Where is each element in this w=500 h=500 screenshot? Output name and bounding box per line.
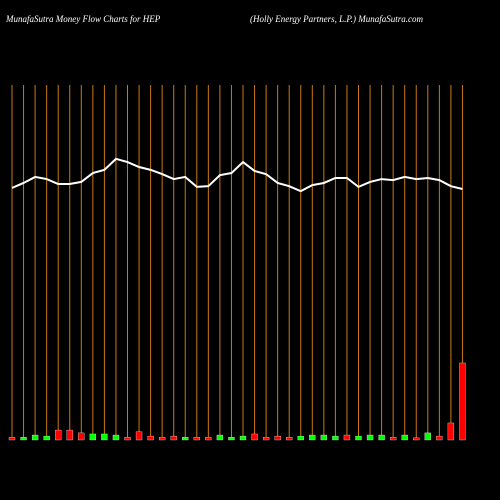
- flow-bar: [332, 435, 339, 441]
- flow-bar: [55, 429, 62, 441]
- flow-bar: [309, 434, 316, 441]
- flow-bar: [66, 429, 73, 441]
- flow-bar: [124, 437, 131, 441]
- price-line: [11, 157, 463, 193]
- flow-bar: [182, 437, 189, 441]
- flow-bar: [158, 437, 166, 441]
- chart-subtitle: (Holly Energy Partners, L.P.) MunafaSutr…: [250, 14, 423, 24]
- flow-bar: [8, 437, 16, 441]
- flow-bar: [31, 434, 39, 441]
- flow-bar: [424, 432, 431, 441]
- flow-bar: [147, 435, 154, 441]
- flow-bar: [216, 434, 224, 441]
- flow-bar: [43, 435, 50, 441]
- flow-bar: [413, 437, 420, 441]
- flow-bar: [343, 434, 351, 441]
- flow-bar: [274, 435, 281, 441]
- flow-bar: [170, 435, 177, 441]
- flow-bar: [239, 435, 247, 441]
- flow-bar: [193, 437, 200, 441]
- flow-bar: [320, 434, 328, 441]
- flow-bar: [286, 437, 293, 441]
- flow-bar: [389, 437, 397, 441]
- flow-bar: [436, 435, 443, 441]
- chart-title: MunafaSutra Money Flow Charts for HEP: [5, 14, 161, 24]
- flow-bar: [135, 431, 143, 441]
- flow-bar: [78, 432, 85, 441]
- flow-bar: [378, 434, 385, 441]
- flow-bar: [447, 422, 455, 441]
- flow-bar: [355, 435, 362, 441]
- flow-bar: [251, 433, 258, 441]
- flow-bar: [262, 437, 270, 441]
- flow-bar: [228, 437, 235, 441]
- flow-bar: [297, 435, 304, 441]
- flow-bar: [205, 437, 212, 441]
- flow-bar: [401, 434, 408, 441]
- flow-bar: [101, 433, 108, 441]
- flow-bar: [20, 437, 27, 441]
- flow-bar: [89, 433, 96, 441]
- flow-bar: [366, 434, 374, 441]
- flow-bar: [459, 362, 466, 441]
- flow-bar: [112, 434, 120, 441]
